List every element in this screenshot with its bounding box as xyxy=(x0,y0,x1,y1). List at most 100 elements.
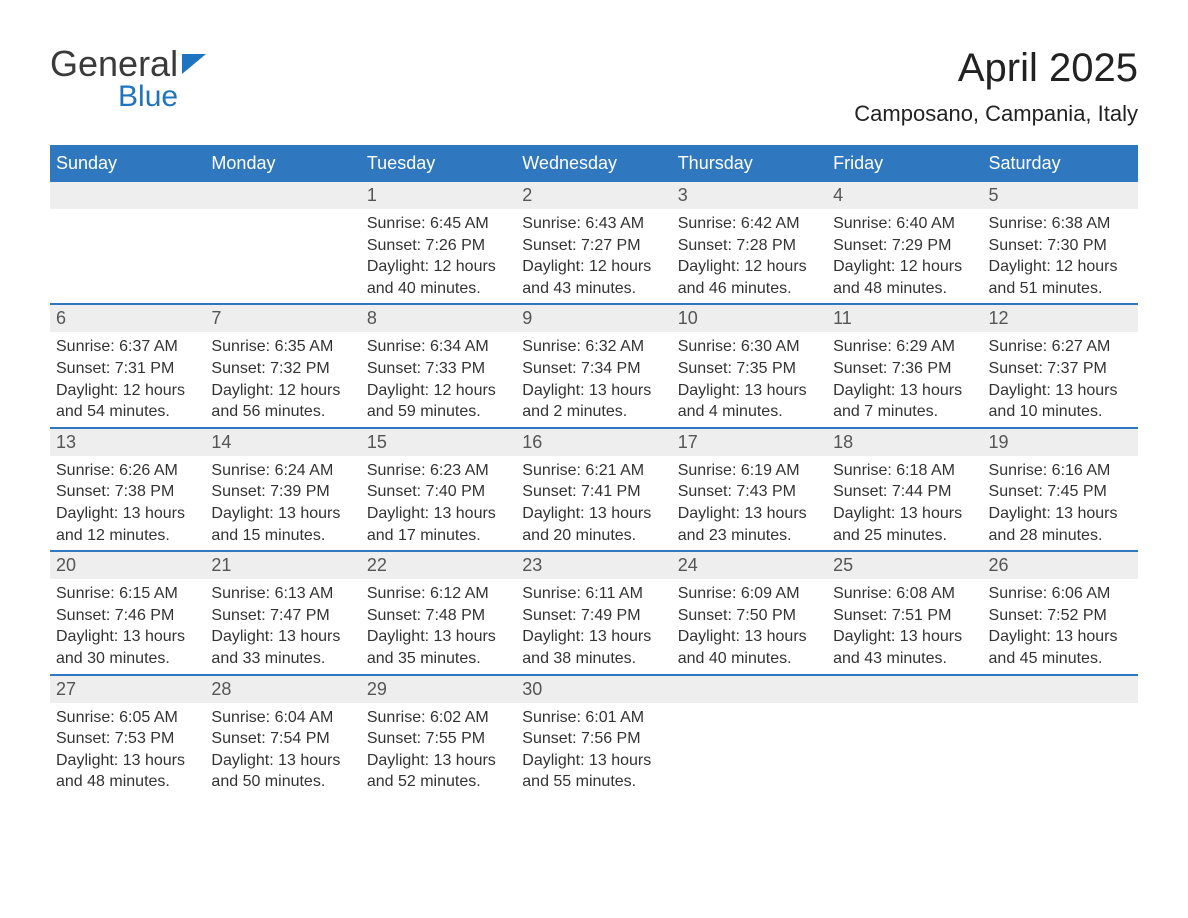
sun-data-line: Sunrise: 6:08 AM xyxy=(833,583,976,605)
sun-data-line: Daylight: 13 hours and 15 minutes. xyxy=(211,503,354,546)
sun-data-line: Sunrise: 6:34 AM xyxy=(367,336,510,358)
calendar-day-cell: 19Sunrise: 6:16 AMSunset: 7:45 PMDayligh… xyxy=(983,429,1138,550)
logo-triangle-icon xyxy=(182,54,206,74)
sun-data-line: Daylight: 13 hours and 40 minutes. xyxy=(678,626,821,669)
day-sun-data: Sunrise: 6:45 AMSunset: 7:26 PMDaylight:… xyxy=(361,209,516,303)
sun-data-line: Sunset: 7:56 PM xyxy=(522,728,665,750)
day-number: 20 xyxy=(50,552,205,579)
title-block: April 2025 Camposano, Campania, Italy xyxy=(854,46,1138,127)
sun-data-line: Sunset: 7:46 PM xyxy=(56,605,199,627)
day-sun-data: Sunrise: 6:13 AMSunset: 7:47 PMDaylight:… xyxy=(205,579,360,673)
calendar-day-cell: 6Sunrise: 6:37 AMSunset: 7:31 PMDaylight… xyxy=(50,305,205,426)
day-sun-data: Sunrise: 6:43 AMSunset: 7:27 PMDaylight:… xyxy=(516,209,671,303)
day-sun-data: Sunrise: 6:42 AMSunset: 7:28 PMDaylight:… xyxy=(672,209,827,303)
day-number: 3 xyxy=(672,182,827,209)
sun-data-line: Sunset: 7:38 PM xyxy=(56,481,199,503)
sun-data-line: Sunrise: 6:32 AM xyxy=(522,336,665,358)
day-number: 2 xyxy=(516,182,671,209)
sun-data-line: Sunset: 7:45 PM xyxy=(989,481,1132,503)
calendar-day-cell: 2Sunrise: 6:43 AMSunset: 7:27 PMDaylight… xyxy=(516,182,671,303)
day-number: 30 xyxy=(516,676,671,703)
sun-data-line: Sunrise: 6:27 AM xyxy=(989,336,1132,358)
sun-data-line: Sunset: 7:53 PM xyxy=(56,728,199,750)
sun-data-line: Sunrise: 6:26 AM xyxy=(56,460,199,482)
day-number: 22 xyxy=(361,552,516,579)
calendar-day-cell: 20Sunrise: 6:15 AMSunset: 7:46 PMDayligh… xyxy=(50,552,205,673)
sun-data-line: Daylight: 12 hours and 51 minutes. xyxy=(989,256,1132,299)
calendar-day-cell: 1Sunrise: 6:45 AMSunset: 7:26 PMDaylight… xyxy=(361,182,516,303)
sun-data-line: Sunrise: 6:35 AM xyxy=(211,336,354,358)
day-number: 10 xyxy=(672,305,827,332)
day-sun-data xyxy=(672,703,827,711)
day-sun-data: Sunrise: 6:30 AMSunset: 7:35 PMDaylight:… xyxy=(672,332,827,426)
calendar-day-cell: 28Sunrise: 6:04 AMSunset: 7:54 PMDayligh… xyxy=(205,676,360,797)
day-number: 16 xyxy=(516,429,671,456)
day-number xyxy=(827,676,982,703)
sun-data-line: Sunrise: 6:43 AM xyxy=(522,213,665,235)
day-number: 27 xyxy=(50,676,205,703)
sun-data-line: Sunset: 7:54 PM xyxy=(211,728,354,750)
sun-data-line: Daylight: 13 hours and 28 minutes. xyxy=(989,503,1132,546)
calendar-day-cell: 26Sunrise: 6:06 AMSunset: 7:52 PMDayligh… xyxy=(983,552,1138,673)
calendar-day-cell: 23Sunrise: 6:11 AMSunset: 7:49 PMDayligh… xyxy=(516,552,671,673)
sun-data-line: Daylight: 13 hours and 55 minutes. xyxy=(522,750,665,793)
sun-data-line: Daylight: 13 hours and 17 minutes. xyxy=(367,503,510,546)
day-sun-data: Sunrise: 6:04 AMSunset: 7:54 PMDaylight:… xyxy=(205,703,360,797)
sun-data-line: Sunset: 7:31 PM xyxy=(56,358,199,380)
sun-data-line: Daylight: 13 hours and 25 minutes. xyxy=(833,503,976,546)
sun-data-line: Sunset: 7:51 PM xyxy=(833,605,976,627)
sun-data-line: Daylight: 13 hours and 48 minutes. xyxy=(56,750,199,793)
calendar-day-cell: 18Sunrise: 6:18 AMSunset: 7:44 PMDayligh… xyxy=(827,429,982,550)
day-number: 8 xyxy=(361,305,516,332)
sun-data-line: Daylight: 12 hours and 48 minutes. xyxy=(833,256,976,299)
sun-data-line: Daylight: 12 hours and 54 minutes. xyxy=(56,380,199,423)
sun-data-line: Daylight: 13 hours and 33 minutes. xyxy=(211,626,354,669)
day-sun-data: Sunrise: 6:40 AMSunset: 7:29 PMDaylight:… xyxy=(827,209,982,303)
sun-data-line: Sunrise: 6:24 AM xyxy=(211,460,354,482)
sun-data-line: Sunrise: 6:16 AM xyxy=(989,460,1132,482)
day-sun-data: Sunrise: 6:34 AMSunset: 7:33 PMDaylight:… xyxy=(361,332,516,426)
sun-data-line: Daylight: 12 hours and 43 minutes. xyxy=(522,256,665,299)
calendar-day-cell: 12Sunrise: 6:27 AMSunset: 7:37 PMDayligh… xyxy=(983,305,1138,426)
sun-data-line: Sunset: 7:43 PM xyxy=(678,481,821,503)
sun-data-line: Sunset: 7:40 PM xyxy=(367,481,510,503)
calendar-week: 13Sunrise: 6:26 AMSunset: 7:38 PMDayligh… xyxy=(50,427,1138,550)
sun-data-line: Daylight: 13 hours and 45 minutes. xyxy=(989,626,1132,669)
day-sun-data: Sunrise: 6:32 AMSunset: 7:34 PMDaylight:… xyxy=(516,332,671,426)
sun-data-line: Sunset: 7:28 PM xyxy=(678,235,821,257)
sun-data-line: Sunrise: 6:23 AM xyxy=(367,460,510,482)
day-sun-data xyxy=(827,703,982,711)
calendar-day-cell: 24Sunrise: 6:09 AMSunset: 7:50 PMDayligh… xyxy=(672,552,827,673)
sun-data-line: Sunset: 7:35 PM xyxy=(678,358,821,380)
sun-data-line: Daylight: 13 hours and 10 minutes. xyxy=(989,380,1132,423)
sun-data-line: Daylight: 12 hours and 56 minutes. xyxy=(211,380,354,423)
day-number: 9 xyxy=(516,305,671,332)
day-number xyxy=(983,676,1138,703)
day-sun-data xyxy=(50,209,205,217)
sun-data-line: Sunrise: 6:42 AM xyxy=(678,213,821,235)
sun-data-line: Sunset: 7:41 PM xyxy=(522,481,665,503)
calendar-day-cell xyxy=(983,676,1138,797)
sun-data-line: Sunset: 7:29 PM xyxy=(833,235,976,257)
day-sun-data xyxy=(983,703,1138,711)
day-sun-data xyxy=(205,209,360,217)
day-sun-data: Sunrise: 6:09 AMSunset: 7:50 PMDaylight:… xyxy=(672,579,827,673)
sun-data-line: Daylight: 13 hours and 38 minutes. xyxy=(522,626,665,669)
month-year-title: April 2025 xyxy=(854,46,1138,91)
calendar-day-cell: 15Sunrise: 6:23 AMSunset: 7:40 PMDayligh… xyxy=(361,429,516,550)
day-number: 17 xyxy=(672,429,827,456)
sun-data-line: Daylight: 13 hours and 43 minutes. xyxy=(833,626,976,669)
weekday-header: Friday xyxy=(827,145,982,182)
sun-data-line: Sunset: 7:49 PM xyxy=(522,605,665,627)
sun-data-line: Sunset: 7:34 PM xyxy=(522,358,665,380)
calendar-day-cell: 30Sunrise: 6:01 AMSunset: 7:56 PMDayligh… xyxy=(516,676,671,797)
sun-data-line: Sunset: 7:32 PM xyxy=(211,358,354,380)
sun-data-line: Daylight: 12 hours and 59 minutes. xyxy=(367,380,510,423)
sun-data-line: Sunset: 7:50 PM xyxy=(678,605,821,627)
sun-data-line: Sunrise: 6:37 AM xyxy=(56,336,199,358)
sun-data-line: Daylight: 13 hours and 50 minutes. xyxy=(211,750,354,793)
day-number: 4 xyxy=(827,182,982,209)
day-number: 7 xyxy=(205,305,360,332)
sun-data-line: Daylight: 13 hours and 52 minutes. xyxy=(367,750,510,793)
day-sun-data: Sunrise: 6:16 AMSunset: 7:45 PMDaylight:… xyxy=(983,456,1138,550)
